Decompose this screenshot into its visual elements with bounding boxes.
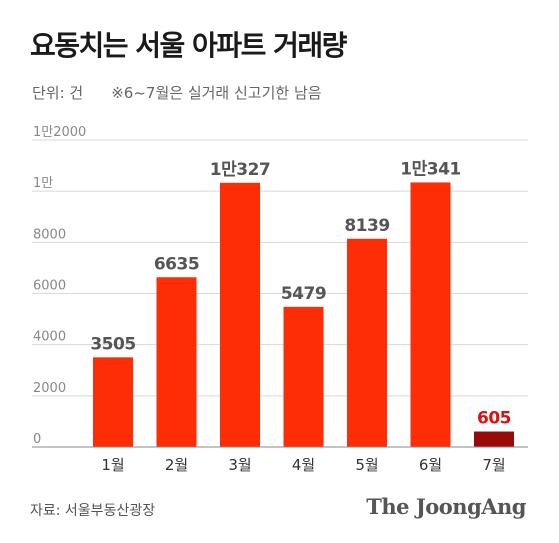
bar: [220, 182, 260, 448]
unit-label: 단위: 건: [32, 84, 84, 102]
x-tick-label: 5월: [355, 456, 378, 474]
bar: [347, 238, 387, 447]
value-label: 1만327: [210, 160, 270, 180]
chart-subtitle: 단위: 건 ※6~7월은 실거래 신고기한 남음: [32, 82, 322, 103]
y-tick-label: 1만: [33, 176, 53, 191]
value-label: 8139: [344, 216, 389, 236]
value-label: 6635: [154, 254, 199, 274]
bar: [410, 182, 451, 447]
x-tick-label: 7월: [482, 456, 505, 474]
bar: [93, 357, 133, 447]
x-tick-label: 4월: [292, 456, 315, 474]
chart-title: 요동치는 서울 아파트 거래량: [30, 29, 347, 62]
x-tick-label: 3월: [228, 456, 251, 474]
bar: [283, 306, 324, 447]
source-label: 자료: 서울부동산광장: [30, 503, 156, 519]
y-tick-label: 0: [33, 432, 41, 447]
value-label: 1만341: [400, 159, 460, 179]
bar: [474, 431, 514, 447]
y-tick-label: 6000: [33, 279, 66, 294]
y-tick-label: 1만2000: [33, 125, 86, 140]
value-label: 5479: [281, 284, 326, 304]
value-label: 605: [477, 409, 511, 429]
note-label: ※6~7월은 실거래 신고기한 남음: [111, 84, 322, 102]
value-label: 3505: [90, 334, 135, 354]
x-tick-label: 1월: [101, 456, 124, 474]
y-tick-label: 2000: [33, 381, 66, 396]
y-tick-label: 8000: [33, 227, 66, 242]
publisher-logo: The JoongAng: [366, 494, 526, 519]
bar: [156, 277, 197, 447]
x-tick-label: 6월: [419, 456, 442, 474]
y-tick-label: 4000: [33, 330, 66, 345]
x-tick-label: 2월: [165, 456, 188, 474]
